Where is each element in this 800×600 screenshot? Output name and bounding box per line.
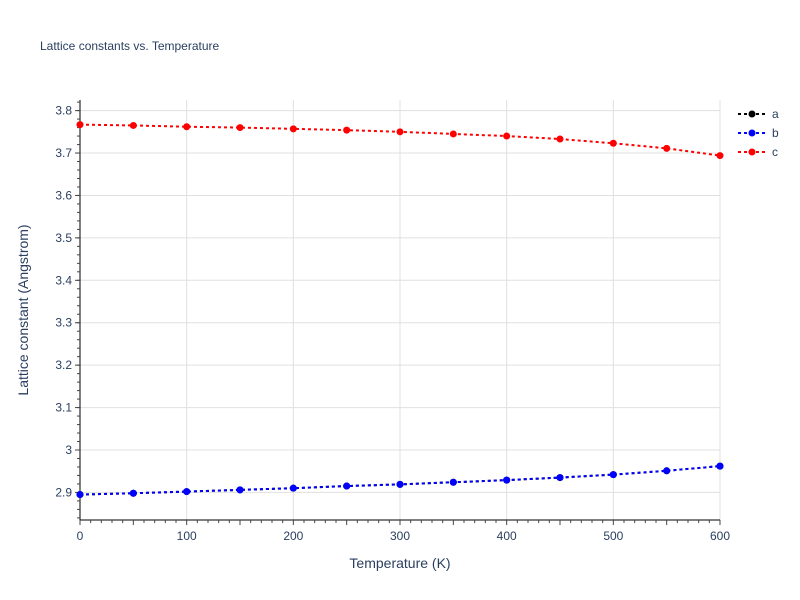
legend-item-b[interactable]: b	[738, 126, 779, 140]
x-axis-title: Temperature (K)	[349, 555, 450, 571]
data-point-c	[236, 124, 244, 132]
x-tick-label: 300	[390, 529, 410, 543]
y-tick-label: 3.7	[55, 146, 72, 160]
chart-title: Lattice constants vs. Temperature	[40, 39, 220, 53]
x-tick-label: 500	[603, 529, 623, 543]
x-tick-label: 100	[177, 529, 197, 543]
data-point-b	[129, 489, 137, 497]
legend-label-c: c	[772, 145, 778, 159]
data-point-c	[343, 126, 351, 134]
axes: 0 100 200 300 400 500 600 2.9 3 3.1 3.2 3.3 3.4 3.5 3.…	[55, 100, 730, 543]
legend-label-b: b	[772, 126, 779, 140]
data-point-b	[76, 491, 84, 499]
data-point-c	[183, 123, 191, 131]
y-tick-label: 3.8	[55, 104, 72, 118]
data-point-c	[289, 125, 297, 133]
data-point-b	[236, 486, 244, 494]
data-point-b	[503, 476, 511, 484]
legend[interactable]: abc	[738, 107, 779, 159]
data-point-b	[556, 474, 564, 482]
data-point-c	[449, 130, 457, 138]
y-tick-label: 3	[65, 443, 72, 457]
data-point-c	[556, 135, 564, 143]
legend-item-c[interactable]: c	[738, 145, 778, 159]
y-tick-label: 3.2	[55, 358, 72, 372]
x-tick-label: 200	[283, 529, 303, 543]
data-point-b	[183, 488, 191, 496]
series-layer	[76, 121, 724, 499]
legend-label-a: a	[772, 107, 779, 121]
data-point-c	[609, 139, 617, 147]
data-point-c	[76, 121, 84, 129]
grid	[80, 100, 721, 520]
data-point-b	[663, 467, 671, 475]
y-tick-label: 3.3	[55, 316, 72, 330]
data-point-b	[609, 471, 617, 479]
data-point-c	[503, 132, 511, 140]
y-tick-label: 3.4	[55, 273, 72, 287]
legend-marker-c	[748, 148, 756, 156]
y-tick-label: 3.5	[55, 231, 72, 245]
data-point-b	[343, 482, 351, 490]
y-tick-label: 2.9	[55, 485, 72, 499]
data-point-b	[449, 478, 457, 486]
y-tick-label: 3.1	[55, 401, 72, 415]
data-point-c	[129, 121, 137, 129]
y-axis-title: Lattice constant (Angstrom)	[15, 224, 31, 395]
x-tick-label: 400	[497, 529, 517, 543]
data-point-c	[716, 152, 724, 160]
legend-marker-b	[748, 129, 756, 137]
legend-marker-a	[748, 110, 756, 118]
y-tick-label: 3.6	[55, 188, 72, 202]
x-tick-label: 0	[77, 529, 84, 543]
data-point-b	[396, 480, 404, 488]
data-point-c	[663, 144, 671, 152]
x-tick-label: 600	[710, 529, 730, 543]
legend-item-a[interactable]: a	[738, 107, 779, 121]
data-point-b	[716, 462, 724, 470]
data-point-c	[396, 128, 404, 136]
data-point-b	[289, 484, 297, 492]
